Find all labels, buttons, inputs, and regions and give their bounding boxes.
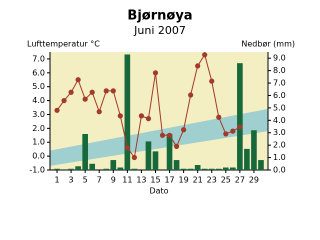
x-axis-label: Dato — [149, 187, 168, 196]
temperature-point — [202, 52, 208, 58]
x-tick-label: 25 — [221, 176, 231, 185]
precip-bar — [54, 168, 60, 170]
precip-bar — [82, 133, 88, 170]
temperature-point — [117, 113, 123, 119]
temperature-point — [223, 131, 229, 137]
x-tick-label: 11 — [122, 176, 132, 185]
chart-title: Bjørnøya — [127, 9, 192, 24]
precip-bar — [75, 166, 81, 170]
precip-bar — [145, 141, 152, 170]
temperature-point — [68, 89, 74, 95]
chart-subtitle: Juni 2007 — [133, 24, 186, 37]
precip-bar — [215, 168, 222, 170]
temperature-point — [61, 97, 67, 104]
x-tick-label: 17 — [164, 176, 174, 185]
precip-bar — [244, 148, 250, 170]
precip-bar — [180, 168, 187, 170]
precip-bar — [208, 168, 215, 170]
chart: Bjørnøya Juni 2007 Lufttemperatur °C Ned… — [27, 9, 295, 196]
temperature-point — [96, 109, 102, 115]
y-tick-label: 3.0 — [32, 110, 45, 119]
y2-tick-label: 1.0 — [273, 153, 286, 162]
precip-bar — [237, 63, 243, 170]
x-tick-label: 23 — [207, 176, 217, 185]
temperature-point — [124, 145, 130, 151]
temperature-point — [237, 124, 243, 130]
y2-tick-label: 3.0 — [273, 128, 286, 137]
y2-tick-label: 5.0 — [273, 103, 286, 112]
y2-tick-label: 2.0 — [273, 141, 286, 150]
y2-axis-label: Nedbør (mm) — [241, 40, 295, 49]
x-tick-label: 27 — [235, 176, 245, 185]
precip-bar — [201, 168, 208, 170]
temperature-point — [216, 114, 222, 120]
precip-bar — [173, 160, 180, 170]
y-tick-label: 5.0 — [32, 82, 45, 91]
temperature-point — [181, 127, 187, 133]
y2-tick-label: 8.0 — [273, 66, 286, 75]
temperature-point — [188, 92, 194, 98]
temperature-point — [138, 113, 145, 119]
y-tick-label: 2.0 — [32, 124, 45, 133]
x-tick-label: 21 — [193, 176, 203, 185]
x-tick-label: 5 — [83, 176, 88, 185]
y2-tick-label: 4.0 — [273, 116, 286, 125]
temperature-point — [230, 128, 236, 134]
temperature-point — [75, 77, 81, 83]
x-tick-label: 13 — [136, 176, 146, 185]
temperature-point — [195, 63, 201, 69]
y-tick-label: 6.0 — [32, 68, 45, 77]
x-tick-label: 29 — [249, 176, 259, 185]
temperature-point — [82, 96, 88, 102]
temperature-point — [89, 89, 95, 95]
y-tick-label: 4.0 — [32, 96, 45, 105]
precip-bar — [230, 167, 236, 170]
x-tick-label: 7 — [97, 176, 102, 185]
precip-bar — [251, 130, 257, 170]
precip-bar — [152, 151, 159, 170]
y-axis-label: Lufttemperatur °C — [27, 40, 100, 49]
x-tick-label: 1 — [54, 176, 59, 185]
y2-tick-label: 6.0 — [273, 91, 286, 100]
temperature-point — [173, 143, 180, 149]
y2-tick-label: 7.0 — [273, 79, 286, 88]
y-tick-label: -1.0 — [29, 166, 45, 175]
precip-bar — [68, 168, 74, 170]
y-tick-label: 7.0 — [32, 54, 45, 63]
precip-bar — [131, 168, 138, 170]
y2-tick-label: 9.0 — [273, 54, 286, 63]
temperature-point — [103, 88, 109, 94]
temperature-point — [145, 116, 152, 122]
precip-bar — [117, 167, 124, 170]
y-tick-label: 0.0 — [32, 152, 45, 161]
precip-bar — [258, 160, 264, 170]
page: Bjørnøya Juni 2007 Lufttemperatur °C Ned… — [27, 8, 295, 196]
temperature-point — [131, 154, 137, 161]
y2-tick-label: 0.0 — [273, 166, 286, 175]
temperature-point — [110, 88, 116, 94]
precip-bar — [110, 160, 117, 170]
normal-band — [50, 108, 268, 166]
temperature-point — [159, 132, 166, 138]
x-tick-label: 19 — [179, 176, 189, 185]
x-tick-label: 3 — [69, 176, 74, 185]
x-tick-label: 15 — [150, 176, 160, 185]
precip-bar — [166, 133, 173, 170]
x-tick-label: 9 — [111, 176, 116, 185]
temperature-point — [166, 132, 173, 138]
precip-bar — [187, 168, 194, 170]
temperature-point — [54, 107, 60, 113]
precip-bar — [194, 165, 201, 170]
temperature-point — [152, 70, 159, 76]
precip-bar — [103, 168, 110, 170]
temperature-point — [209, 78, 215, 84]
y-tick-label: 1.0 — [32, 138, 45, 147]
precip-bar — [89, 163, 96, 170]
precip-bar — [124, 54, 131, 171]
precip-bar — [222, 167, 229, 170]
